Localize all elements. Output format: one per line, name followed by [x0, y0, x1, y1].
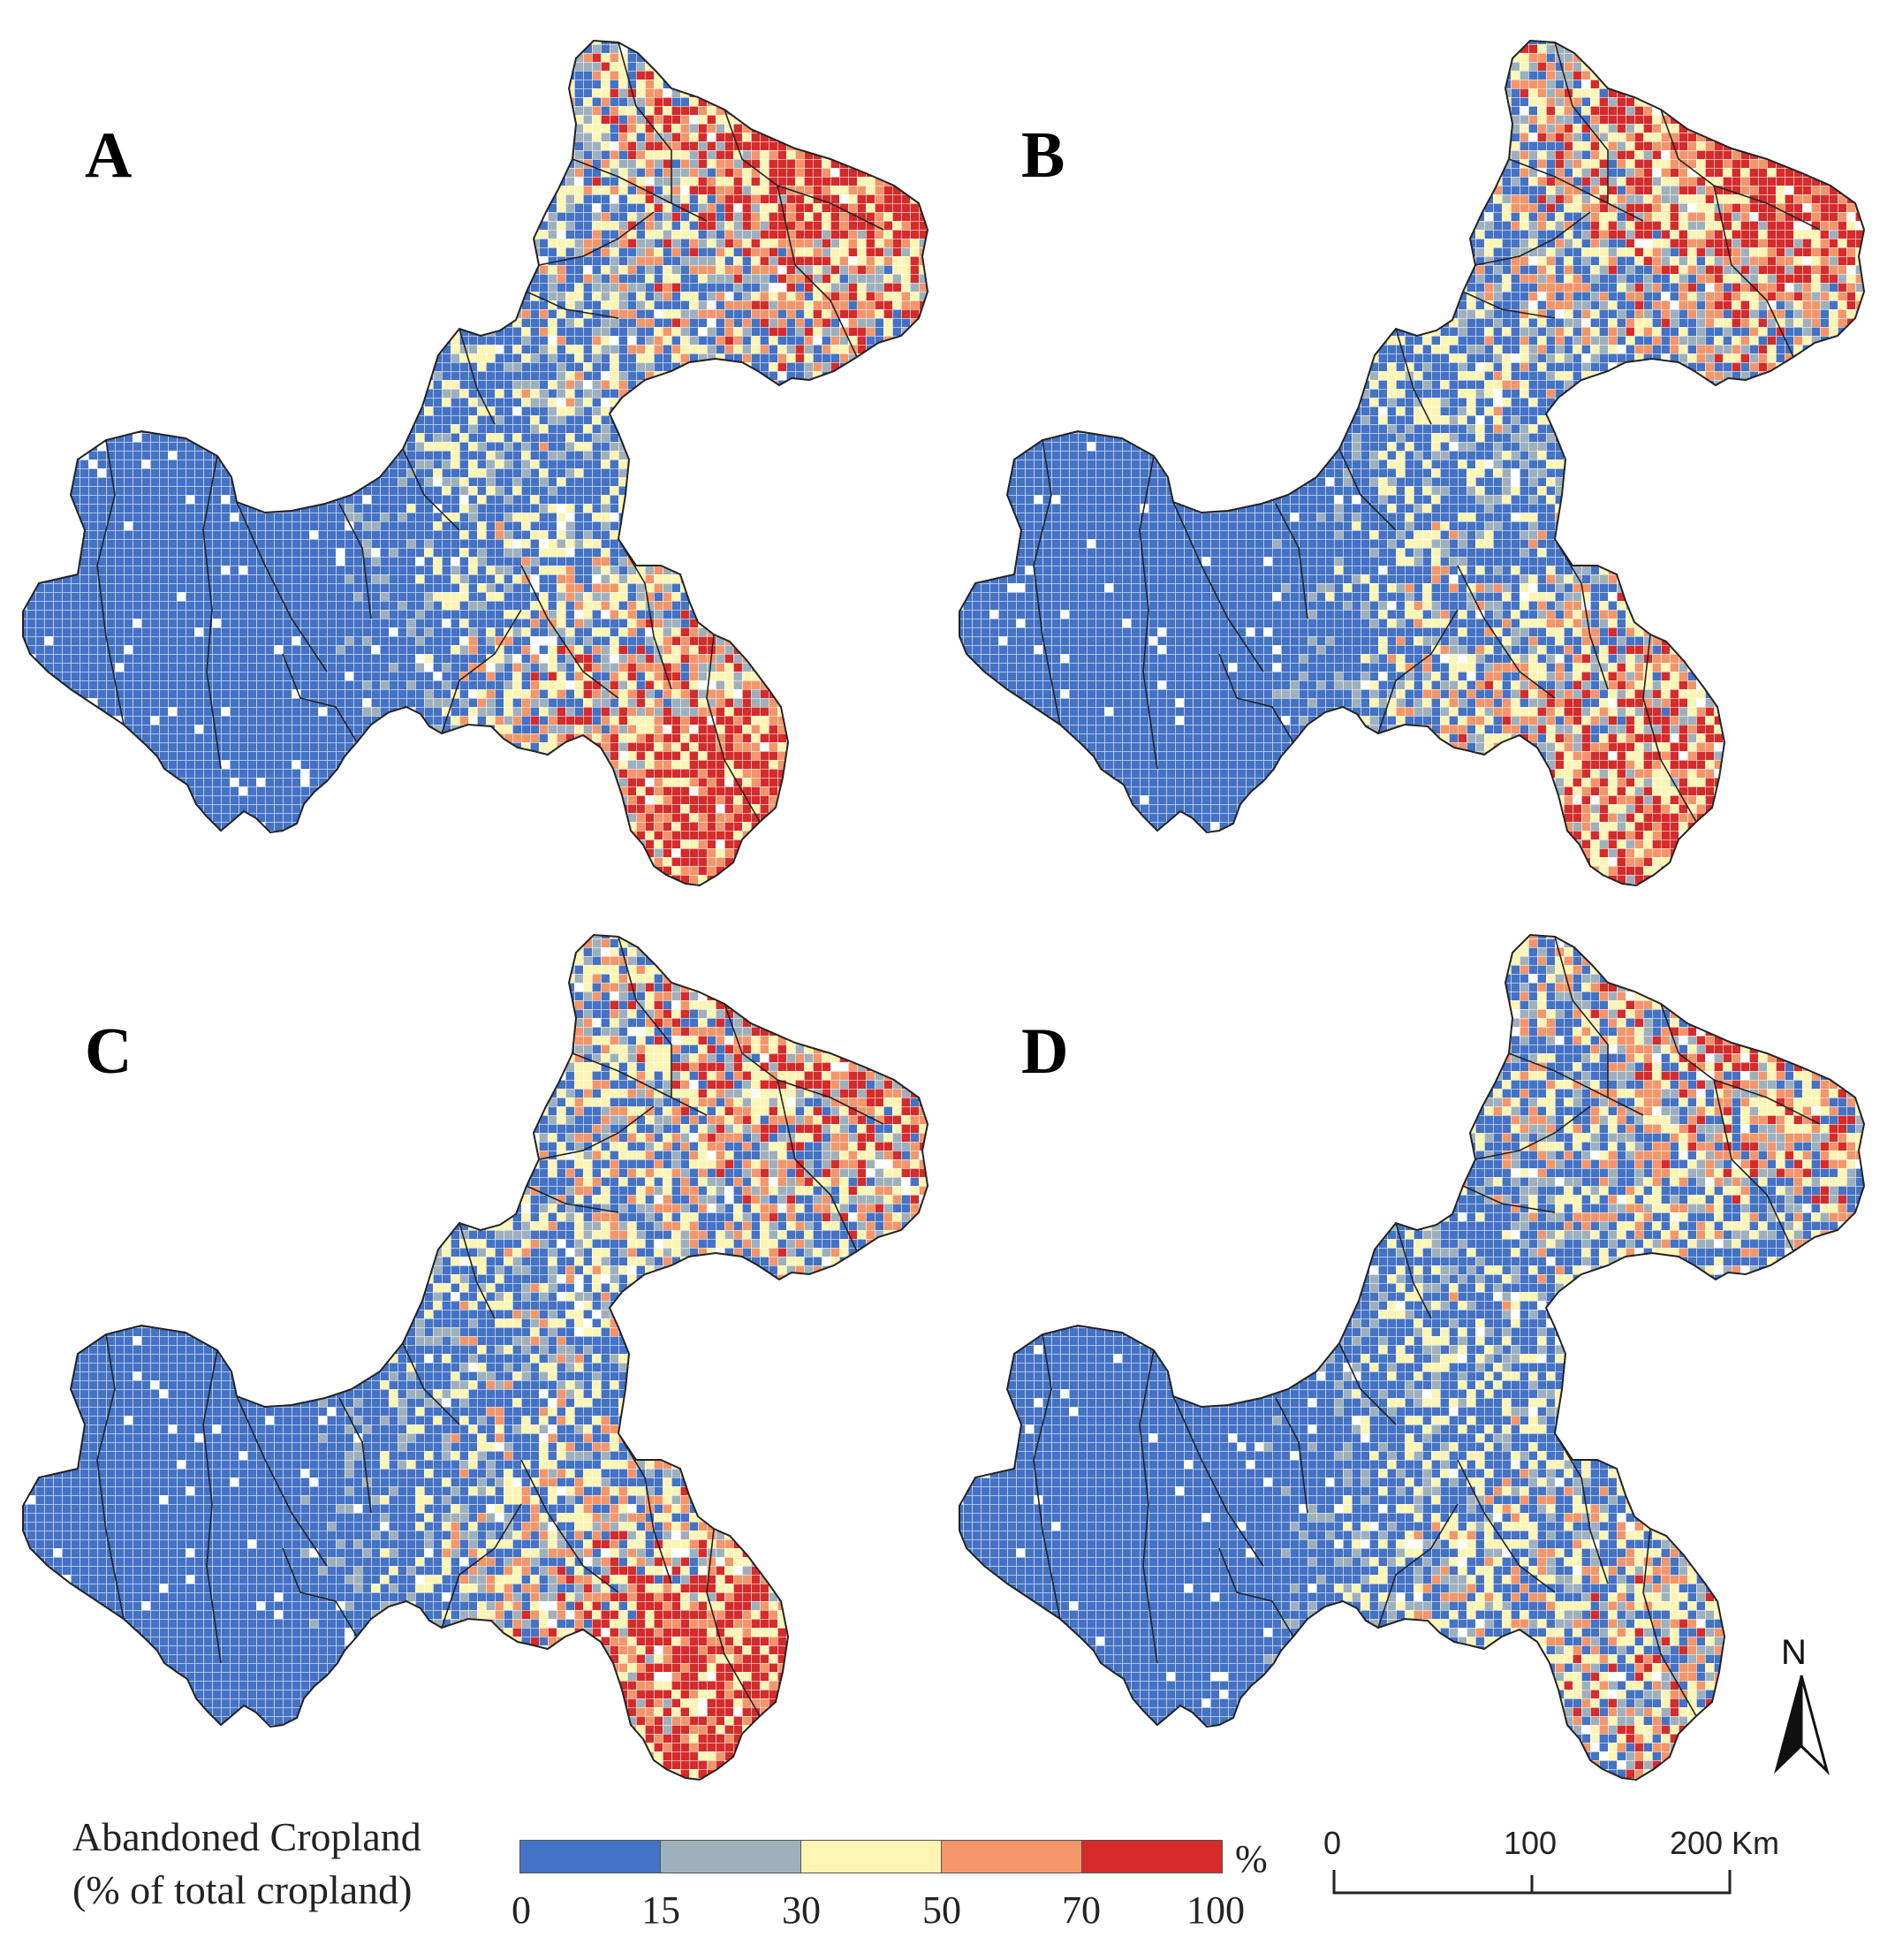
legend-swatch-70-100: [1082, 1841, 1222, 1873]
scale-label-200: 200 Km: [1670, 1825, 1779, 1862]
map-panel-c: [22, 934, 929, 1781]
legend-break-70: 70: [1062, 1888, 1101, 1933]
legend-swatch-0-15: [520, 1841, 661, 1873]
map-panel-b: [959, 40, 1865, 886]
legend-break-50: 50: [922, 1888, 961, 1933]
map-panel-d: [959, 934, 1865, 1781]
legend-swatch-30-50: [801, 1841, 942, 1873]
legend-swatch-15-30: [661, 1841, 801, 1873]
scale-bar: [1332, 1870, 1732, 1895]
legend-break-0: 0: [512, 1888, 531, 1933]
map-panel-a: [22, 40, 929, 886]
legend-break-100: 100: [1186, 1888, 1245, 1933]
north-arrow-icon: [1774, 1675, 1830, 1775]
panel-label-d: D: [1021, 1015, 1068, 1088]
panel-label-c: C: [85, 1015, 132, 1088]
legend-break-30: 30: [782, 1888, 821, 1933]
raster-cells: [959, 935, 1864, 1780]
legend-swatch-50-70: [942, 1841, 1082, 1873]
scale-label-100: 100: [1504, 1825, 1557, 1862]
legend-break-15: 15: [641, 1888, 680, 1933]
legend-color-bar: [519, 1840, 1223, 1873]
legend-unit: %: [1235, 1836, 1268, 1881]
legend-title-line1: Abandoned Cropland: [72, 1813, 421, 1860]
raster-cells: [23, 935, 928, 1780]
panel-label-a: A: [85, 119, 132, 192]
legend-title-line2: (% of total cropland): [72, 1866, 412, 1913]
scale-label-0: 0: [1323, 1825, 1341, 1862]
panel-label-b: B: [1021, 119, 1065, 192]
raster-cells: [959, 41, 1864, 885]
north-label: N: [1781, 1633, 1807, 1673]
raster-cells: [23, 41, 928, 885]
